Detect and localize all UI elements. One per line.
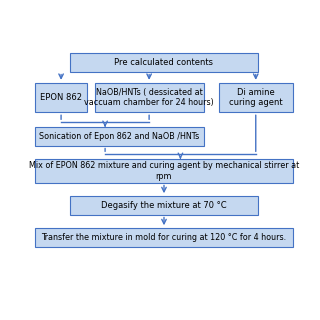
Text: Transfer the mixture in mold for curing at 120 °C for 4 hours.: Transfer the mixture in mold for curing … — [41, 233, 287, 242]
FancyBboxPatch shape — [35, 159, 293, 182]
Text: Di amine
curing agent: Di amine curing agent — [229, 88, 283, 107]
Text: Mix of EPON 862 mixture and curing agent by mechanical stirrer at
rpm: Mix of EPON 862 mixture and curing agent… — [29, 161, 299, 180]
FancyBboxPatch shape — [70, 53, 258, 72]
FancyBboxPatch shape — [35, 228, 293, 247]
FancyBboxPatch shape — [35, 83, 87, 112]
Text: Pre calculated contents: Pre calculated contents — [115, 58, 213, 67]
FancyBboxPatch shape — [70, 196, 258, 215]
Text: EPON 862: EPON 862 — [40, 93, 82, 102]
Text: Sonication of Epon 862 and NaOB /HNTs: Sonication of Epon 862 and NaOB /HNTs — [39, 132, 199, 141]
Text: NaOB/HNTs ( dessicated at
vaccuam chamber for 24 hours): NaOB/HNTs ( dessicated at vaccuam chambe… — [84, 88, 214, 107]
FancyBboxPatch shape — [95, 83, 204, 112]
Text: Degasify the mixture at 70 °C: Degasify the mixture at 70 °C — [101, 201, 227, 210]
FancyBboxPatch shape — [219, 83, 293, 112]
FancyBboxPatch shape — [35, 127, 204, 146]
